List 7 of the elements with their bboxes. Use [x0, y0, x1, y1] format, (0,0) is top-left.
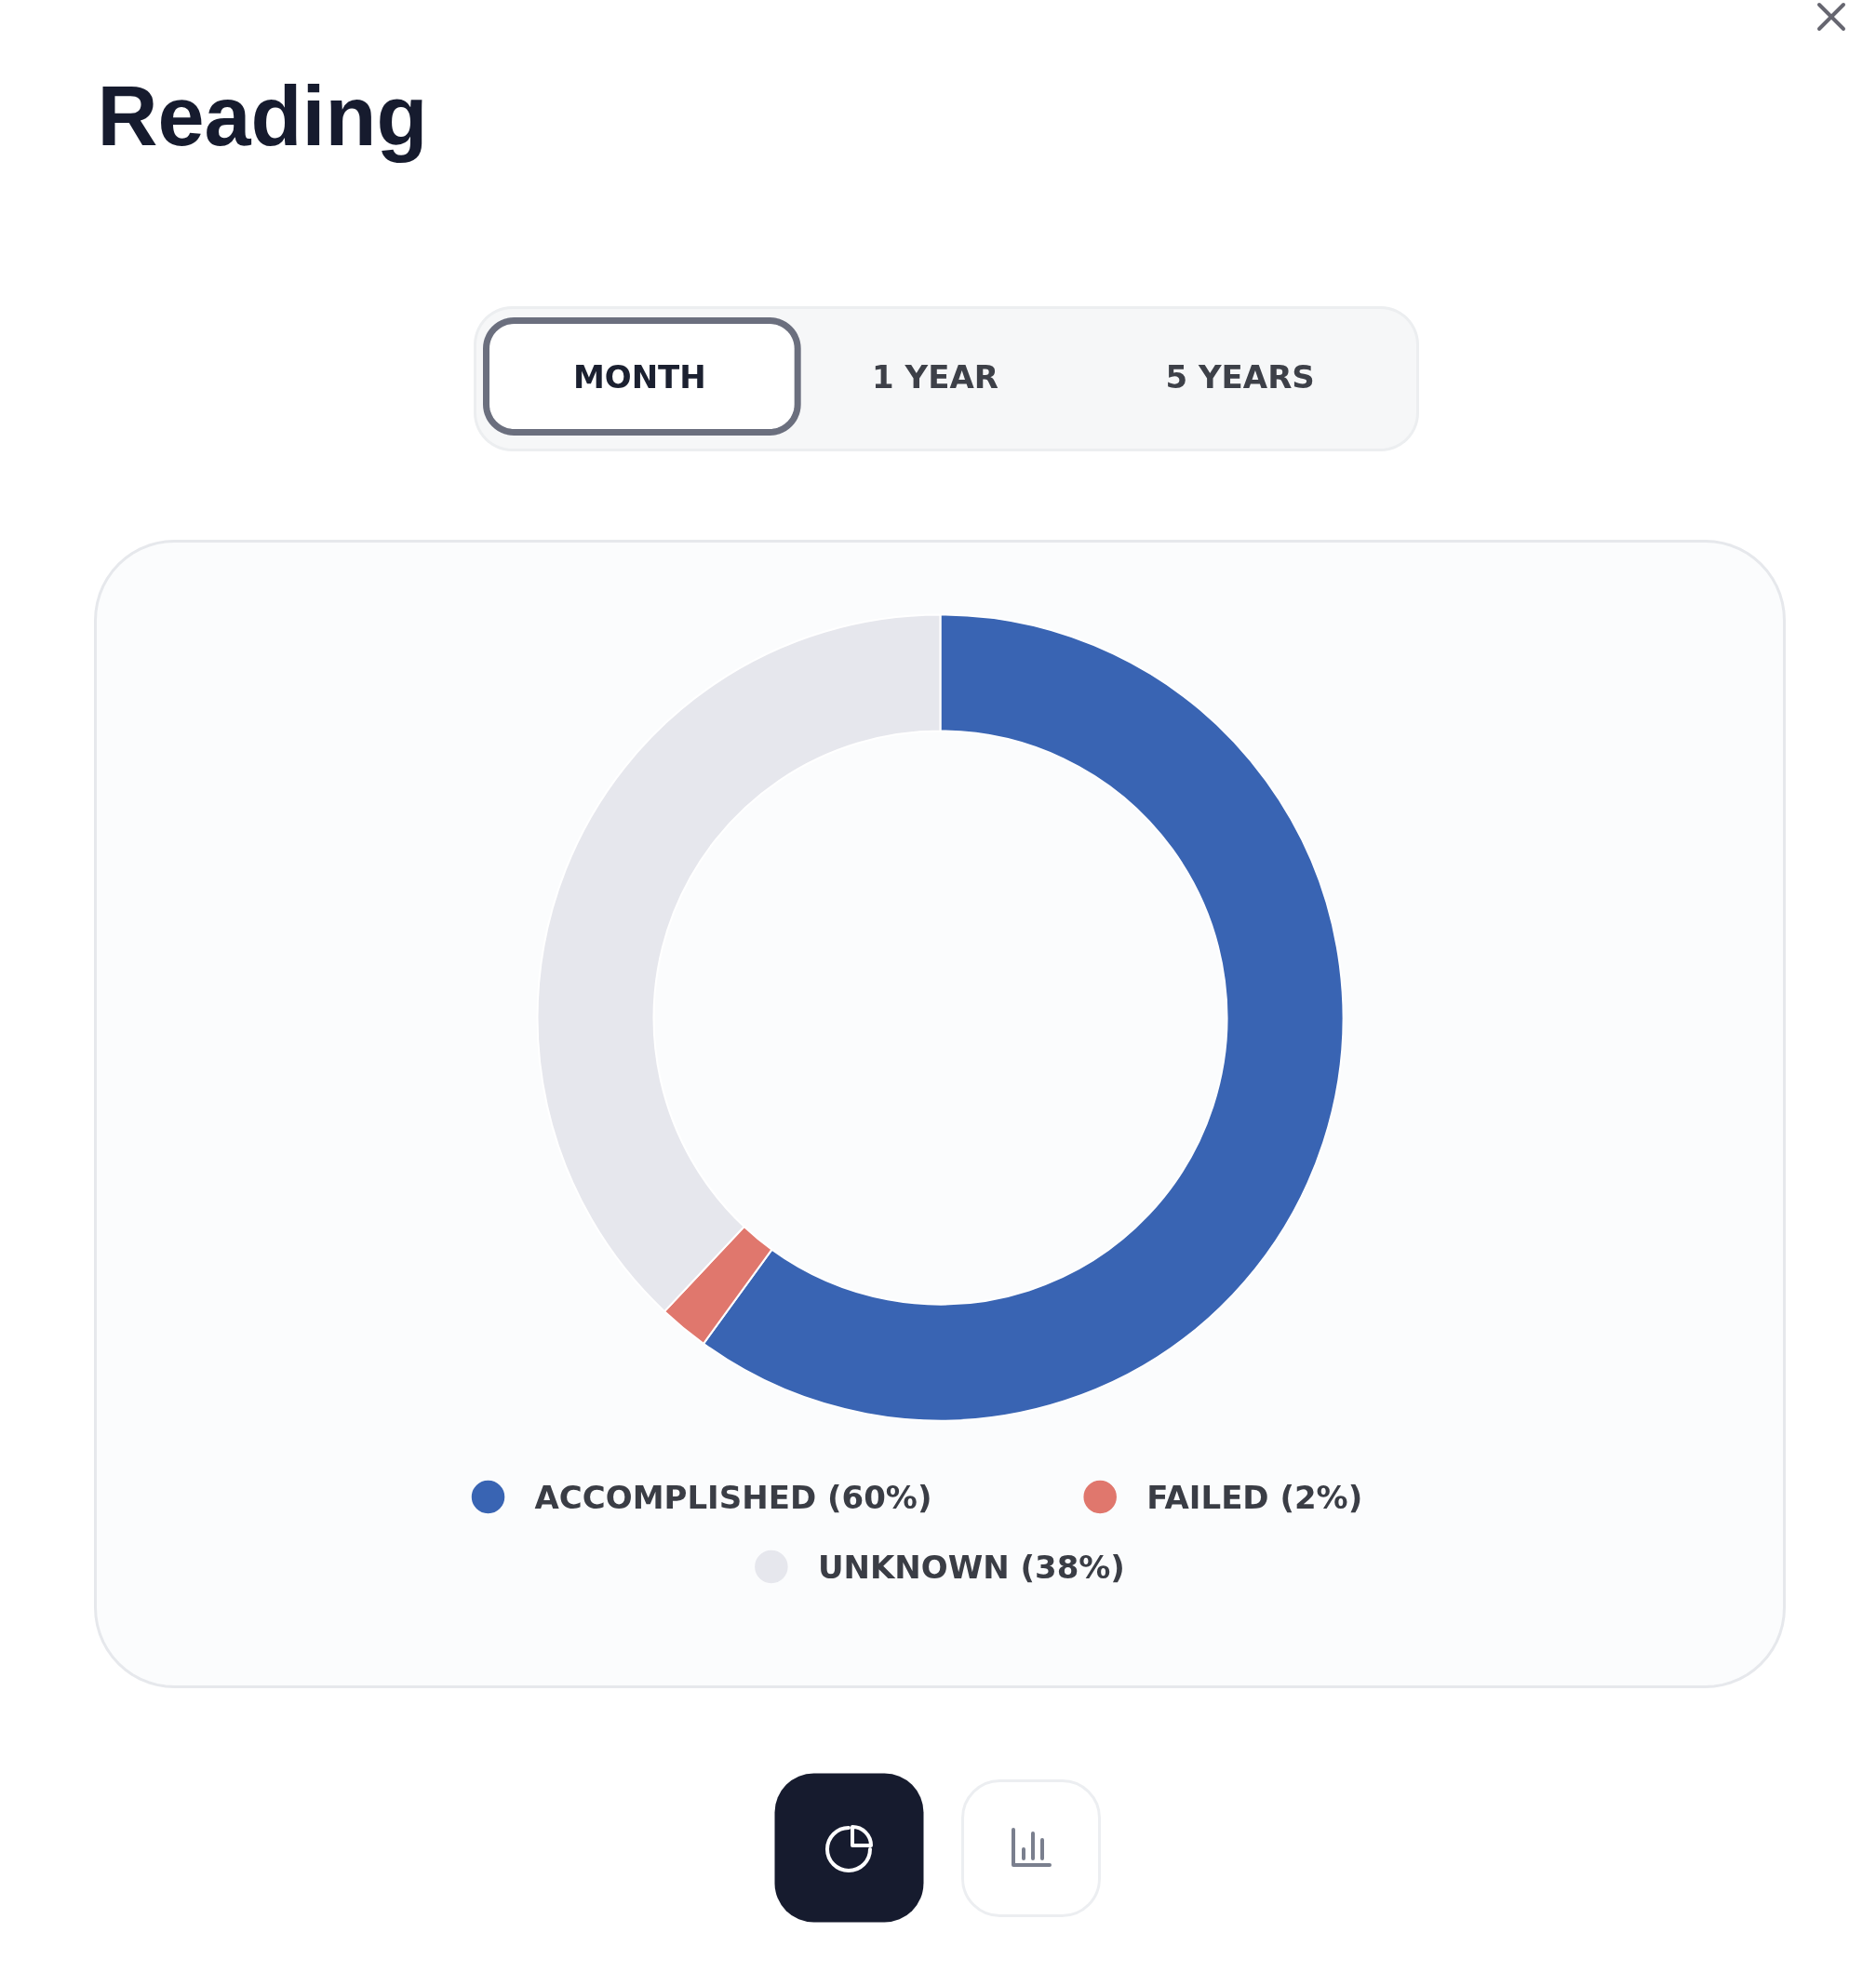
legend-label: UNKNOWN (38%) [817, 1548, 1125, 1586]
legend-label: ACCOMPLISHED (60%) [534, 1478, 932, 1516]
text: MONTH [572, 357, 706, 396]
legend-label: FAILED (2%) [1146, 1478, 1363, 1516]
text: 1 YEAR [872, 357, 998, 396]
text: 5 YEARS [1165, 357, 1315, 396]
chart-title: Reading [97, 69, 428, 163]
